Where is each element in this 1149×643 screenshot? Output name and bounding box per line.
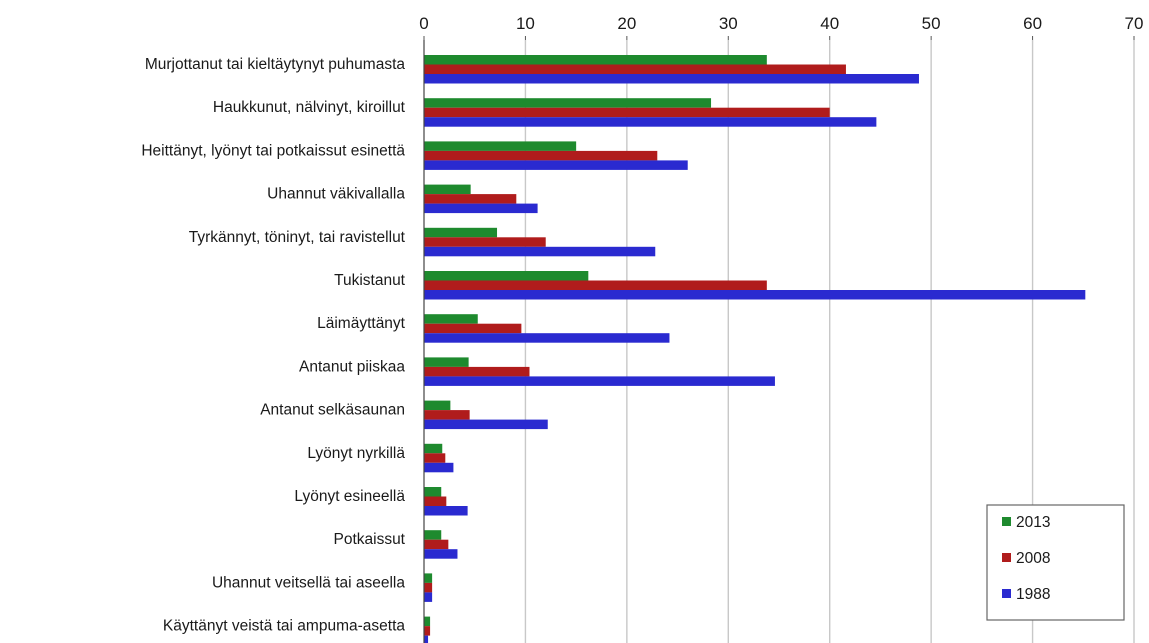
bar-2013 [424,443,443,454]
bar-2008 [424,194,517,204]
x-tick-label: 20 [617,14,636,33]
legend-swatch-2013 [1002,517,1011,526]
category-label: Lyönyt nyrkillä [307,445,405,462]
category-label: Käyttänyt veistä tai ampuma-asetta [163,618,405,635]
bar-2008 [424,366,530,377]
bar-2008 [424,280,767,290]
bar-1988 [424,635,429,643]
bar-2008 [424,626,431,636]
category-label: Potkaissut [333,531,405,548]
bar-1988 [424,74,919,84]
category-label: Antanut piiskaa [299,358,405,375]
bar-2008 [424,496,447,506]
legend-swatch-1988 [1002,589,1011,598]
bar-2013 [424,314,478,324]
bar-1988 [424,592,433,602]
bar-1988 [424,117,877,127]
bar-series [424,55,1086,643]
bar-1988 [424,419,548,430]
category-label: Uhannut väkivallalla [267,186,405,203]
x-tick-label: 30 [719,14,738,33]
category-label: Heittänyt, lyönyt tai potkaissut esinett… [141,142,405,159]
category-label: Lyönyt esineellä [294,488,405,505]
bar-2013 [424,487,442,497]
bar-1988 [424,160,688,170]
bar-2008 [424,410,470,420]
bar-2008 [424,107,830,118]
x-tick-label: 70 [1125,14,1144,33]
x-tick-label: 10 [516,14,535,33]
bar-2013 [424,573,433,583]
x-tick-label: 40 [820,14,839,33]
bar-2013 [424,98,712,108]
category-label: Läimäyttänyt [317,315,406,332]
category-label: Tukistanut [334,272,406,289]
bar-1988 [424,549,458,559]
x-axis-ticks: 0 10 20 30 40 50 60 70 [419,14,1143,40]
bar-2008 [424,539,449,550]
bar-2008 [424,237,546,247]
category-labels: Murjottanut tai kieltäytynyt puhumasta Ha… [141,56,405,635]
category-label: Haukkunut, nälvinyt, kiroillut [213,99,406,116]
bar-1988 [424,506,468,516]
bar-2013 [424,400,451,411]
legend: 2013 2008 1988 [986,504,1125,621]
bar-2008 [424,64,846,74]
x-tick-label: 60 [1023,14,1042,33]
category-label: Tyrkännyt, töninyt, tai ravistellut [189,229,406,246]
bar-1988 [424,246,656,257]
bar-2013 [424,55,767,65]
grid-lines [524,40,1135,643]
legend-label: 1988 [1016,586,1050,603]
bar-2013 [424,184,471,195]
bar-2013 [424,616,431,627]
category-label: Murjottanut tai kieltäytynyt puhumasta [145,56,406,73]
bar-2013 [424,141,577,151]
x-tick-label: 0 [419,14,428,33]
category-label: Uhannut veitsellä tai aseella [212,574,405,591]
category-label: Antanut selkäsaunan [260,402,405,419]
bar-1988 [424,290,1086,300]
bar-2013 [424,530,442,540]
bar-1988 [424,203,538,214]
bar-1988 [424,462,454,473]
bar-1988 [424,376,775,386]
bar-2008 [424,453,446,463]
bar-2008 [424,150,658,161]
legend-swatch-2008 [1002,553,1011,562]
x-tick-label: 50 [922,14,941,33]
bar-2013 [424,271,589,281]
legend-label: 2008 [1016,550,1050,567]
bar-1988 [424,333,670,343]
bar-2008 [424,323,522,334]
bar-2013 [424,227,498,238]
bar-2008 [424,582,433,593]
bar-2013 [424,357,469,367]
legend-label: 2013 [1016,514,1050,531]
